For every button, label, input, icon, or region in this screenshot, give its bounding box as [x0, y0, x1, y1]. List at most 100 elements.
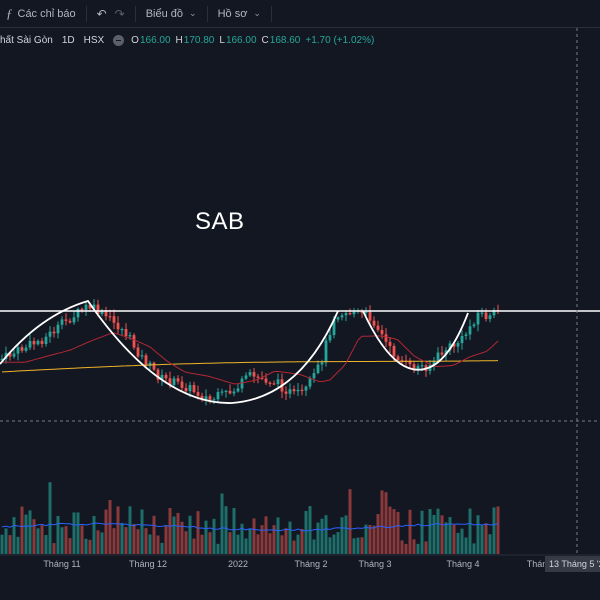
ticker-annotation[interactable]: SAB — [195, 208, 245, 235]
volume-bar — [12, 517, 16, 554]
volume-bar — [360, 537, 364, 554]
volume-bar — [120, 522, 124, 554]
candle-body — [0, 358, 4, 361]
candle-body — [492, 310, 496, 316]
volume-bar — [148, 534, 152, 554]
candle-body — [472, 324, 476, 327]
volume-bar — [164, 525, 168, 554]
candle-body — [124, 329, 128, 337]
candle-body — [40, 340, 44, 344]
candle-body — [52, 331, 56, 334]
volume-bar — [336, 532, 340, 554]
volume-bar — [228, 532, 232, 554]
candle-body — [212, 399, 216, 401]
volume-bar — [260, 525, 264, 554]
candle-body — [348, 313, 352, 315]
candle-body — [128, 335, 132, 337]
candle-body — [188, 385, 192, 392]
time-axis-label: Tháng 11 — [43, 559, 81, 569]
candle-body — [12, 353, 16, 357]
candle-body — [264, 378, 268, 383]
candle-body — [312, 373, 316, 379]
chart-menu-button[interactable]: Biểu đồ ⌄ — [140, 0, 203, 27]
volume-bar — [460, 528, 464, 554]
volume-bar — [76, 512, 80, 554]
volume-bar — [452, 524, 456, 554]
volume-bar — [344, 515, 348, 554]
symbol-name[interactable]: hất Sài Gòn — [0, 34, 53, 46]
candle-body — [24, 347, 28, 351]
candle-body — [484, 312, 488, 320]
candle-body — [284, 391, 288, 394]
candle-body — [328, 335, 332, 341]
collapse-legend-icon[interactable] — [113, 34, 125, 46]
moving-average-fast-line — [2, 332, 499, 385]
volume-bar — [328, 537, 332, 554]
candle-body — [220, 391, 224, 393]
volume-average-line — [1, 522, 499, 532]
volume-bar — [432, 514, 436, 554]
candle-body — [296, 389, 300, 392]
candle-body — [180, 381, 184, 388]
candle-body — [32, 340, 36, 345]
chevron-down-icon: ⌄ — [253, 8, 261, 18]
candle-body — [420, 365, 424, 367]
candle-body — [176, 378, 180, 382]
candle-body — [172, 378, 176, 386]
volume-bar — [440, 515, 444, 554]
high-value: 170.80 — [183, 34, 215, 46]
volume-bar — [408, 509, 412, 554]
candle-body — [268, 382, 272, 384]
volume-bar — [308, 506, 312, 554]
volume-bar — [488, 534, 492, 554]
volume-bar — [284, 528, 288, 554]
candle-body — [276, 379, 280, 385]
candle-body — [28, 340, 32, 348]
toolbar-divider — [85, 5, 87, 22]
candle-body — [112, 316, 116, 323]
candle-body — [416, 366, 420, 371]
volume-bar — [36, 528, 40, 554]
volume-bar — [52, 543, 56, 554]
candle-body — [216, 392, 220, 400]
candle-body — [316, 364, 320, 374]
moving-average-slow-line — [1, 360, 499, 373]
volume-bar — [304, 510, 308, 554]
volume-bar — [480, 525, 484, 554]
volume-bar — [140, 509, 144, 554]
volume-bar — [132, 523, 136, 554]
volume-bar — [428, 509, 432, 554]
candle-body — [468, 326, 472, 335]
volume-bar — [188, 515, 192, 554]
candle-body — [380, 330, 384, 335]
handle-curve[interactable] — [362, 310, 469, 371]
profile-menu-button[interactable]: Hồ sơ ⌄ — [212, 0, 267, 27]
volume-bar — [416, 543, 420, 554]
volume-bar — [444, 522, 448, 554]
volume-bar — [224, 506, 228, 554]
volume-bar — [48, 482, 52, 554]
candle-body — [136, 347, 140, 357]
chart-menu-label: Biểu đồ — [145, 7, 184, 20]
exchange-label: HSX — [83, 34, 105, 46]
candle-body — [432, 360, 436, 365]
volume-bar — [384, 492, 388, 554]
cup-curve-left[interactable] — [0, 299, 339, 404]
candle-body — [444, 350, 448, 355]
volume-bar — [448, 517, 452, 554]
volume-bar — [92, 515, 96, 554]
redo-button[interactable]: ↷ — [113, 0, 131, 27]
toolbar-divider — [134, 5, 136, 22]
volume-bar — [200, 534, 204, 554]
volume-bar — [96, 530, 100, 554]
interval-label[interactable]: 1D — [61, 34, 75, 46]
volume-bar — [376, 514, 380, 554]
candle-body — [104, 310, 108, 317]
candle-body — [332, 319, 336, 336]
indicators-button[interactable]: ƒ Các chỉ báo — [0, 0, 82, 27]
volume-bar — [32, 519, 36, 554]
candle-body — [204, 396, 208, 400]
undo-button[interactable]: ↶ — [91, 0, 113, 27]
candle-body — [340, 315, 344, 318]
